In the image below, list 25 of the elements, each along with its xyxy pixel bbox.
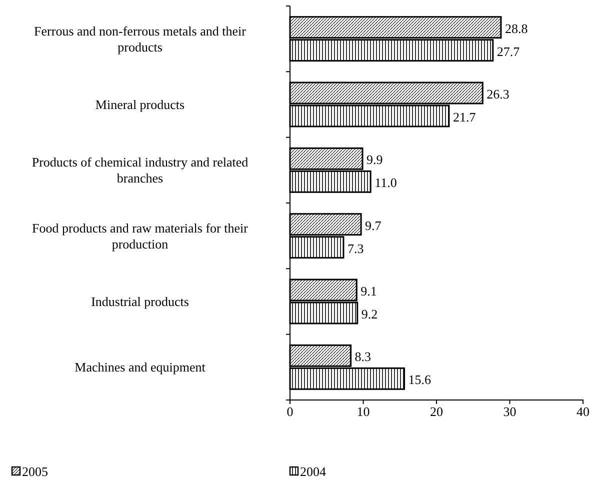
y-tick-label: Ferrous and non-ferrous metals and their products bbox=[34, 23, 247, 54]
data-label: 9.9 bbox=[366, 152, 383, 168]
data-label: 9.2 bbox=[361, 306, 378, 322]
legend-label: 2004 bbox=[300, 464, 326, 479]
y-tick-label: Machines and equipment bbox=[74, 360, 206, 375]
y-tick-label: Food products and raw materials for their production bbox=[32, 220, 249, 252]
data-label: 27.7 bbox=[496, 44, 520, 59]
x-tick-label: 0 bbox=[286, 404, 294, 420]
x-tick-label: 10 bbox=[356, 404, 370, 420]
legend-label: 2005 bbox=[22, 464, 48, 479]
data-label: 11.0 bbox=[374, 175, 397, 190]
x-tick-label: 40 bbox=[576, 404, 590, 420]
data-label: 7.3 bbox=[347, 240, 364, 256]
data-label: 15.6 bbox=[408, 372, 432, 388]
y-tick-label: Products of chemical industry and related branches bbox=[32, 154, 249, 186]
data-label: 21.7 bbox=[452, 110, 476, 125]
x-tick-label: 30 bbox=[503, 404, 516, 420]
data-label: 26.3 bbox=[486, 86, 510, 102]
data-label: 9.7 bbox=[365, 218, 382, 233]
y-tick-label: Industrial products bbox=[91, 294, 189, 310]
x-tick-label: 20 bbox=[430, 404, 443, 420]
data-label: 9.1 bbox=[360, 284, 377, 299]
data-label: 8.3 bbox=[354, 349, 372, 364]
data-label: 28.8 bbox=[504, 20, 528, 36]
y-tick-label: Mineral products bbox=[95, 97, 185, 112]
